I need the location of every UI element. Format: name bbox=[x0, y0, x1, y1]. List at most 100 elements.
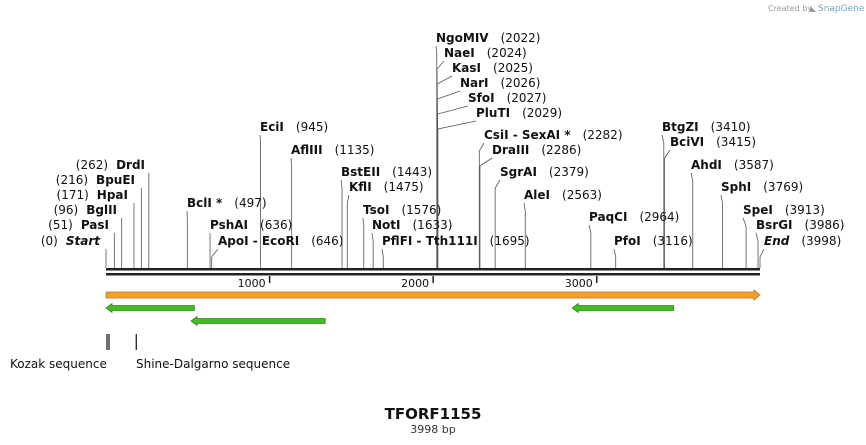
site-bcivi[interactable]: BciVI (3415) bbox=[670, 135, 756, 149]
feature-arrow bbox=[105, 289, 761, 301]
map-title: TFORF1155 3998 bp bbox=[385, 405, 482, 436]
element-label: Shine-Dalgarno sequence bbox=[136, 357, 290, 371]
site-pos: (1135) bbox=[335, 143, 375, 157]
site-name: SphI bbox=[721, 180, 751, 194]
leader-end bbox=[759, 248, 765, 268]
site-naei[interactable]: NaeI (2024) bbox=[444, 46, 527, 60]
site-pflfi-tth111i[interactable]: PflFI - Tth111I (1695) bbox=[382, 234, 530, 248]
leader-tsoi bbox=[362, 217, 365, 268]
site-kfli[interactable]: KflI (1475) bbox=[349, 180, 424, 194]
site-sgrai[interactable]: SgrAI (2379) bbox=[500, 165, 589, 179]
site-name: PluTI bbox=[476, 106, 510, 120]
site-ecii[interactable]: EciI (945) bbox=[260, 120, 328, 134]
site-name: PaqCI bbox=[589, 210, 627, 224]
site-pos: (1633) bbox=[413, 218, 453, 232]
site-pos: (3116) bbox=[653, 234, 693, 248]
site-name: BciVI bbox=[670, 135, 704, 149]
leader-sphi bbox=[720, 194, 723, 268]
ruler-tick-label: 1000 bbox=[238, 277, 266, 290]
site-pluti[interactable]: PluTI (2029) bbox=[476, 106, 562, 120]
site-tsoi[interactable]: TsoI (1576) bbox=[363, 203, 441, 217]
site-noti[interactable]: NotI (1633) bbox=[372, 218, 452, 232]
site-pos: (3913) bbox=[785, 203, 825, 217]
feature-primer-2[interactable] bbox=[190, 315, 326, 327]
site-name: TsoI bbox=[363, 203, 389, 217]
site-bsteii[interactable]: BstEII (1443) bbox=[341, 165, 432, 179]
feature-primer-3[interactable] bbox=[571, 302, 675, 314]
site-hpai[interactable]: (171) HpaI bbox=[57, 188, 128, 202]
site-pos: (171) bbox=[57, 188, 89, 202]
feature-orf[interactable] bbox=[105, 289, 761, 301]
site-bsrgi[interactable]: BsrGI (3986) bbox=[756, 218, 844, 232]
site-pos: (1576) bbox=[401, 203, 441, 217]
element-label: Kozak sequence bbox=[10, 357, 107, 371]
site-pos: (0) bbox=[41, 234, 58, 248]
site-draiii[interactable]: DraIII (2286) bbox=[492, 143, 581, 157]
element-kozak-sequence[interactable]: Kozak sequence bbox=[10, 334, 110, 371]
site-pos: (2286) bbox=[541, 143, 581, 157]
site-labels: (0) Start (51) PasI(96) BglII(171) HpaI (216) B… bbox=[41, 31, 845, 248]
leader-csii-sexai bbox=[478, 142, 485, 268]
site-csii-sexai[interactable]: CsiI - SexAI * (2282) bbox=[484, 128, 623, 142]
leader-ecii bbox=[259, 134, 261, 268]
site-pos: (945) bbox=[296, 120, 328, 134]
leader-apoi-ecori bbox=[211, 248, 219, 268]
site-bcli[interactable]: BclI * (497) bbox=[187, 196, 267, 210]
site-ngomiv[interactable]: NgoMIV (2022) bbox=[436, 31, 540, 45]
site-name: SfoI bbox=[468, 91, 495, 105]
site-name: BpuEI bbox=[96, 173, 135, 187]
site-name: Start bbox=[66, 234, 101, 248]
site-btgzi[interactable]: BtgZI (3410) bbox=[662, 120, 751, 134]
site-afliii[interactable]: AflIII (1135) bbox=[291, 143, 374, 157]
site-sphi[interactable]: SphI (3769) bbox=[721, 180, 803, 194]
site-alei[interactable]: AleI (2563) bbox=[524, 188, 602, 202]
leader-noti bbox=[371, 232, 374, 268]
site-name: PfoI bbox=[614, 234, 641, 248]
site-start[interactable]: (0) Start bbox=[41, 234, 101, 248]
site-ahdi[interactable]: AhdI (3587) bbox=[691, 158, 774, 172]
site-pos: (1475) bbox=[384, 180, 424, 194]
site-name: AflIII bbox=[291, 143, 323, 157]
credit-prefix: Created by bbox=[768, 4, 812, 13]
site-pshai[interactable]: PshAI (636) bbox=[210, 218, 292, 232]
leader-bsteii bbox=[340, 179, 343, 268]
site-name: EciI bbox=[260, 120, 284, 134]
site-pos: (2026) bbox=[501, 76, 541, 90]
site-pos: (636) bbox=[260, 218, 292, 232]
site-pos: (2024) bbox=[487, 46, 527, 60]
leader-alei bbox=[523, 202, 526, 268]
site-name: AleI bbox=[524, 188, 550, 202]
element-shine-dalgarno-sequence[interactable]: Shine-Dalgarno sequence bbox=[135, 334, 290, 371]
site-name: BsrGI bbox=[756, 218, 793, 232]
leader-draiii bbox=[479, 157, 493, 268]
site-pos: (3986) bbox=[805, 218, 845, 232]
site-pfoi[interactable]: PfoI (3116) bbox=[614, 234, 693, 248]
feature-primer-1[interactable] bbox=[105, 302, 195, 314]
site-spei[interactable]: SpeI (3913) bbox=[743, 203, 825, 217]
leader-bsrgi bbox=[755, 232, 759, 268]
ruler-tick-label: 2000 bbox=[401, 277, 429, 290]
site-kasi[interactable]: KasI (2025) bbox=[452, 61, 533, 75]
site-name: End bbox=[764, 234, 790, 248]
site-name: NarI bbox=[460, 76, 489, 90]
site-pos: (51) bbox=[48, 218, 73, 232]
site-sfoi[interactable]: SfoI (2027) bbox=[468, 91, 546, 105]
leader-afliii bbox=[290, 157, 293, 268]
site-paqci[interactable]: PaqCI (2964) bbox=[589, 210, 679, 224]
backbone-bottom-strand bbox=[106, 273, 760, 276]
site-bpuei[interactable]: (216) BpuEI bbox=[56, 173, 135, 187]
ruler-tick-label: 3000 bbox=[565, 277, 593, 290]
site-pos: (2282) bbox=[583, 128, 623, 142]
site-drdi[interactable]: (262) DrdI bbox=[76, 158, 145, 172]
site-apoi-ecori[interactable]: ApoI - EcoRI (646) bbox=[218, 234, 343, 248]
site-bglii[interactable]: (96) BglII bbox=[54, 203, 117, 217]
site-name: AhdI bbox=[691, 158, 722, 172]
site-nari[interactable]: NarI (2026) bbox=[460, 76, 540, 90]
site-end[interactable]: End (3998) bbox=[764, 234, 841, 248]
site-name: BtgZI bbox=[662, 120, 699, 134]
leader-pluti bbox=[437, 120, 477, 268]
site-pos: (1443) bbox=[392, 165, 432, 179]
site-pasi[interactable]: (51) PasI bbox=[48, 218, 109, 232]
site-name: PasI bbox=[81, 218, 109, 232]
